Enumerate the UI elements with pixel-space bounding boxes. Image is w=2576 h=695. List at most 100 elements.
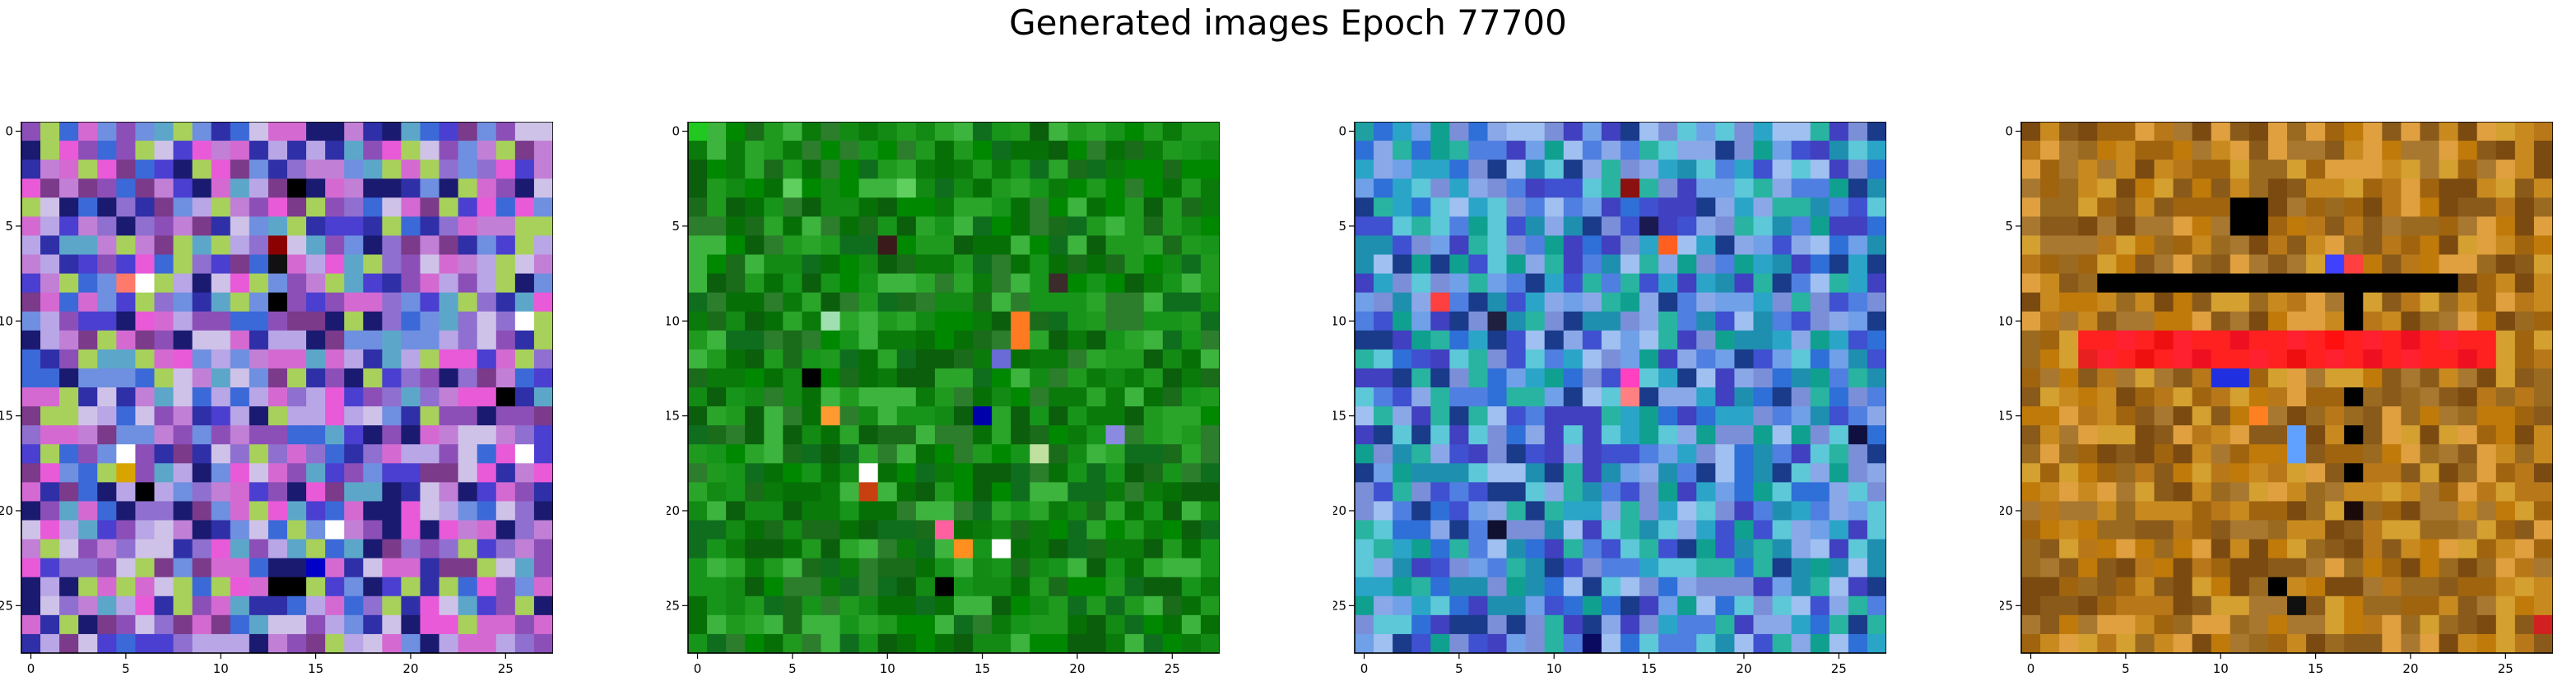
- heatmap-cell: [2401, 273, 2421, 294]
- heatmap-cell: [363, 368, 383, 388]
- heatmap-cell: [2135, 141, 2155, 160]
- heatmap-cell: [2439, 558, 2459, 578]
- heatmap-cell: [2211, 406, 2231, 426]
- heatmap-cell: [514, 235, 535, 256]
- y-tick-label: 20: [1333, 503, 1346, 518]
- heatmap-cell: [382, 520, 402, 540]
- heatmap-cell: [1620, 463, 1640, 483]
- heatmap-cell: [2097, 501, 2117, 521]
- heatmap-cell: [2059, 444, 2079, 464]
- heatmap-cell: [267, 444, 288, 464]
- heatmap-cell: [2287, 520, 2307, 540]
- heatmap-cell: [2344, 141, 2364, 160]
- heatmap-cell: [1011, 558, 1030, 578]
- heatmap-cell: [382, 160, 402, 179]
- heatmap-cell: [707, 197, 727, 217]
- heatmap-cell: [802, 235, 822, 256]
- heatmap-cell: [40, 539, 60, 559]
- heatmap-cell: [2267, 273, 2288, 294]
- heatmap-cell: [2514, 558, 2535, 578]
- heatmap-cell: [116, 273, 137, 294]
- heatmap-cell: [2173, 595, 2193, 616]
- heatmap-cell: [78, 330, 98, 350]
- heatmap-cell: [1411, 216, 1431, 237]
- heatmap-cell: [1525, 292, 1546, 313]
- heatmap-cell: [1374, 520, 1393, 540]
- heatmap-cell: [1772, 444, 1793, 464]
- heatmap-cell: [1105, 539, 1126, 559]
- heatmap-cell: [1506, 633, 1527, 654]
- heatmap-cell: [992, 520, 1011, 540]
- heatmap-cell: [1355, 387, 1374, 407]
- heatmap-cell: [1715, 122, 1736, 141]
- heatmap-cell: [1086, 406, 1107, 426]
- heatmap-cell: [249, 160, 269, 179]
- heatmap-cell: [2230, 273, 2250, 294]
- heatmap-cell: [764, 633, 783, 654]
- heatmap-cell: [2078, 254, 2098, 275]
- heatmap-cell: [1601, 160, 1621, 179]
- heatmap-cell: [1393, 577, 1412, 597]
- heatmap-cell: [1848, 330, 1868, 350]
- heatmap-cell: [173, 178, 193, 198]
- heatmap-cell: [1563, 160, 1583, 179]
- heatmap-cell: [783, 292, 803, 313]
- heatmap-cell: [2306, 558, 2326, 578]
- heatmap-cell: [2192, 273, 2212, 294]
- heatmap-cell: [2287, 273, 2307, 294]
- heatmap-cell: [1601, 406, 1621, 426]
- heatmap-cell: [726, 387, 746, 407]
- heatmap-cell: [2040, 406, 2060, 426]
- x-tick-label: 15: [1641, 661, 1657, 674]
- heatmap-cell: [764, 292, 783, 313]
- heatmap-cell: [1810, 273, 1830, 294]
- heatmap-cell: [1772, 311, 1793, 331]
- heatmap-cell: [2476, 254, 2497, 275]
- heatmap-cell: [726, 273, 746, 294]
- heatmap-cell: [2248, 178, 2269, 198]
- heatmap-cell: [726, 349, 746, 369]
- heatmap-cell: [2344, 160, 2364, 179]
- heatmap-cell: [1639, 387, 1659, 407]
- heatmap-cell: [2325, 463, 2345, 483]
- heatmap-cell: [1506, 160, 1527, 179]
- heatmap-cell: [2211, 520, 2231, 540]
- heatmap-cell: [2439, 520, 2459, 540]
- heatmap-cell: [1124, 539, 1145, 559]
- heatmap-cell: [1867, 273, 1886, 294]
- heatmap-cell: [1374, 387, 1393, 407]
- heatmap-cell: [992, 444, 1011, 464]
- heatmap-cell: [2211, 292, 2231, 313]
- heatmap-cell: [1143, 235, 1164, 256]
- heatmap-cell: [1105, 577, 1126, 597]
- heatmap-cell: [915, 349, 936, 369]
- heatmap-cell: [249, 235, 269, 256]
- heatmap-cell: [514, 178, 535, 198]
- heatmap-cell: [21, 558, 41, 578]
- heatmap-cell: [2173, 197, 2193, 217]
- heatmap-cell: [915, 595, 936, 616]
- heatmap-cell: [2192, 558, 2212, 578]
- heatmap-cell: [325, 463, 345, 483]
- heatmap-cell: [2476, 160, 2497, 179]
- heatmap-cell: [211, 558, 231, 578]
- heatmap-cell: [2059, 387, 2079, 407]
- heatmap-cell: [821, 577, 841, 597]
- heatmap-cell: [1563, 368, 1583, 388]
- heatmap-cell: [1487, 254, 1508, 275]
- heatmap-cell: [1601, 387, 1621, 407]
- heatmap-cell: [514, 349, 535, 369]
- heatmap-cell: [2287, 444, 2307, 464]
- heatmap-cell: [2325, 577, 2345, 597]
- heatmap-cell: [495, 633, 516, 654]
- heatmap-cell: [306, 463, 326, 483]
- heatmap-cell: [1582, 482, 1602, 503]
- heatmap-cell: [1355, 444, 1374, 464]
- heatmap-cell: [287, 425, 307, 445]
- heatmap-cell: [1049, 558, 1069, 578]
- heatmap-cell: [495, 444, 516, 464]
- heatmap-cell: [1181, 141, 1202, 160]
- heatmap-cell: [287, 349, 307, 369]
- heatmap-cell: [1563, 614, 1583, 635]
- heatmap-cell: [896, 178, 917, 198]
